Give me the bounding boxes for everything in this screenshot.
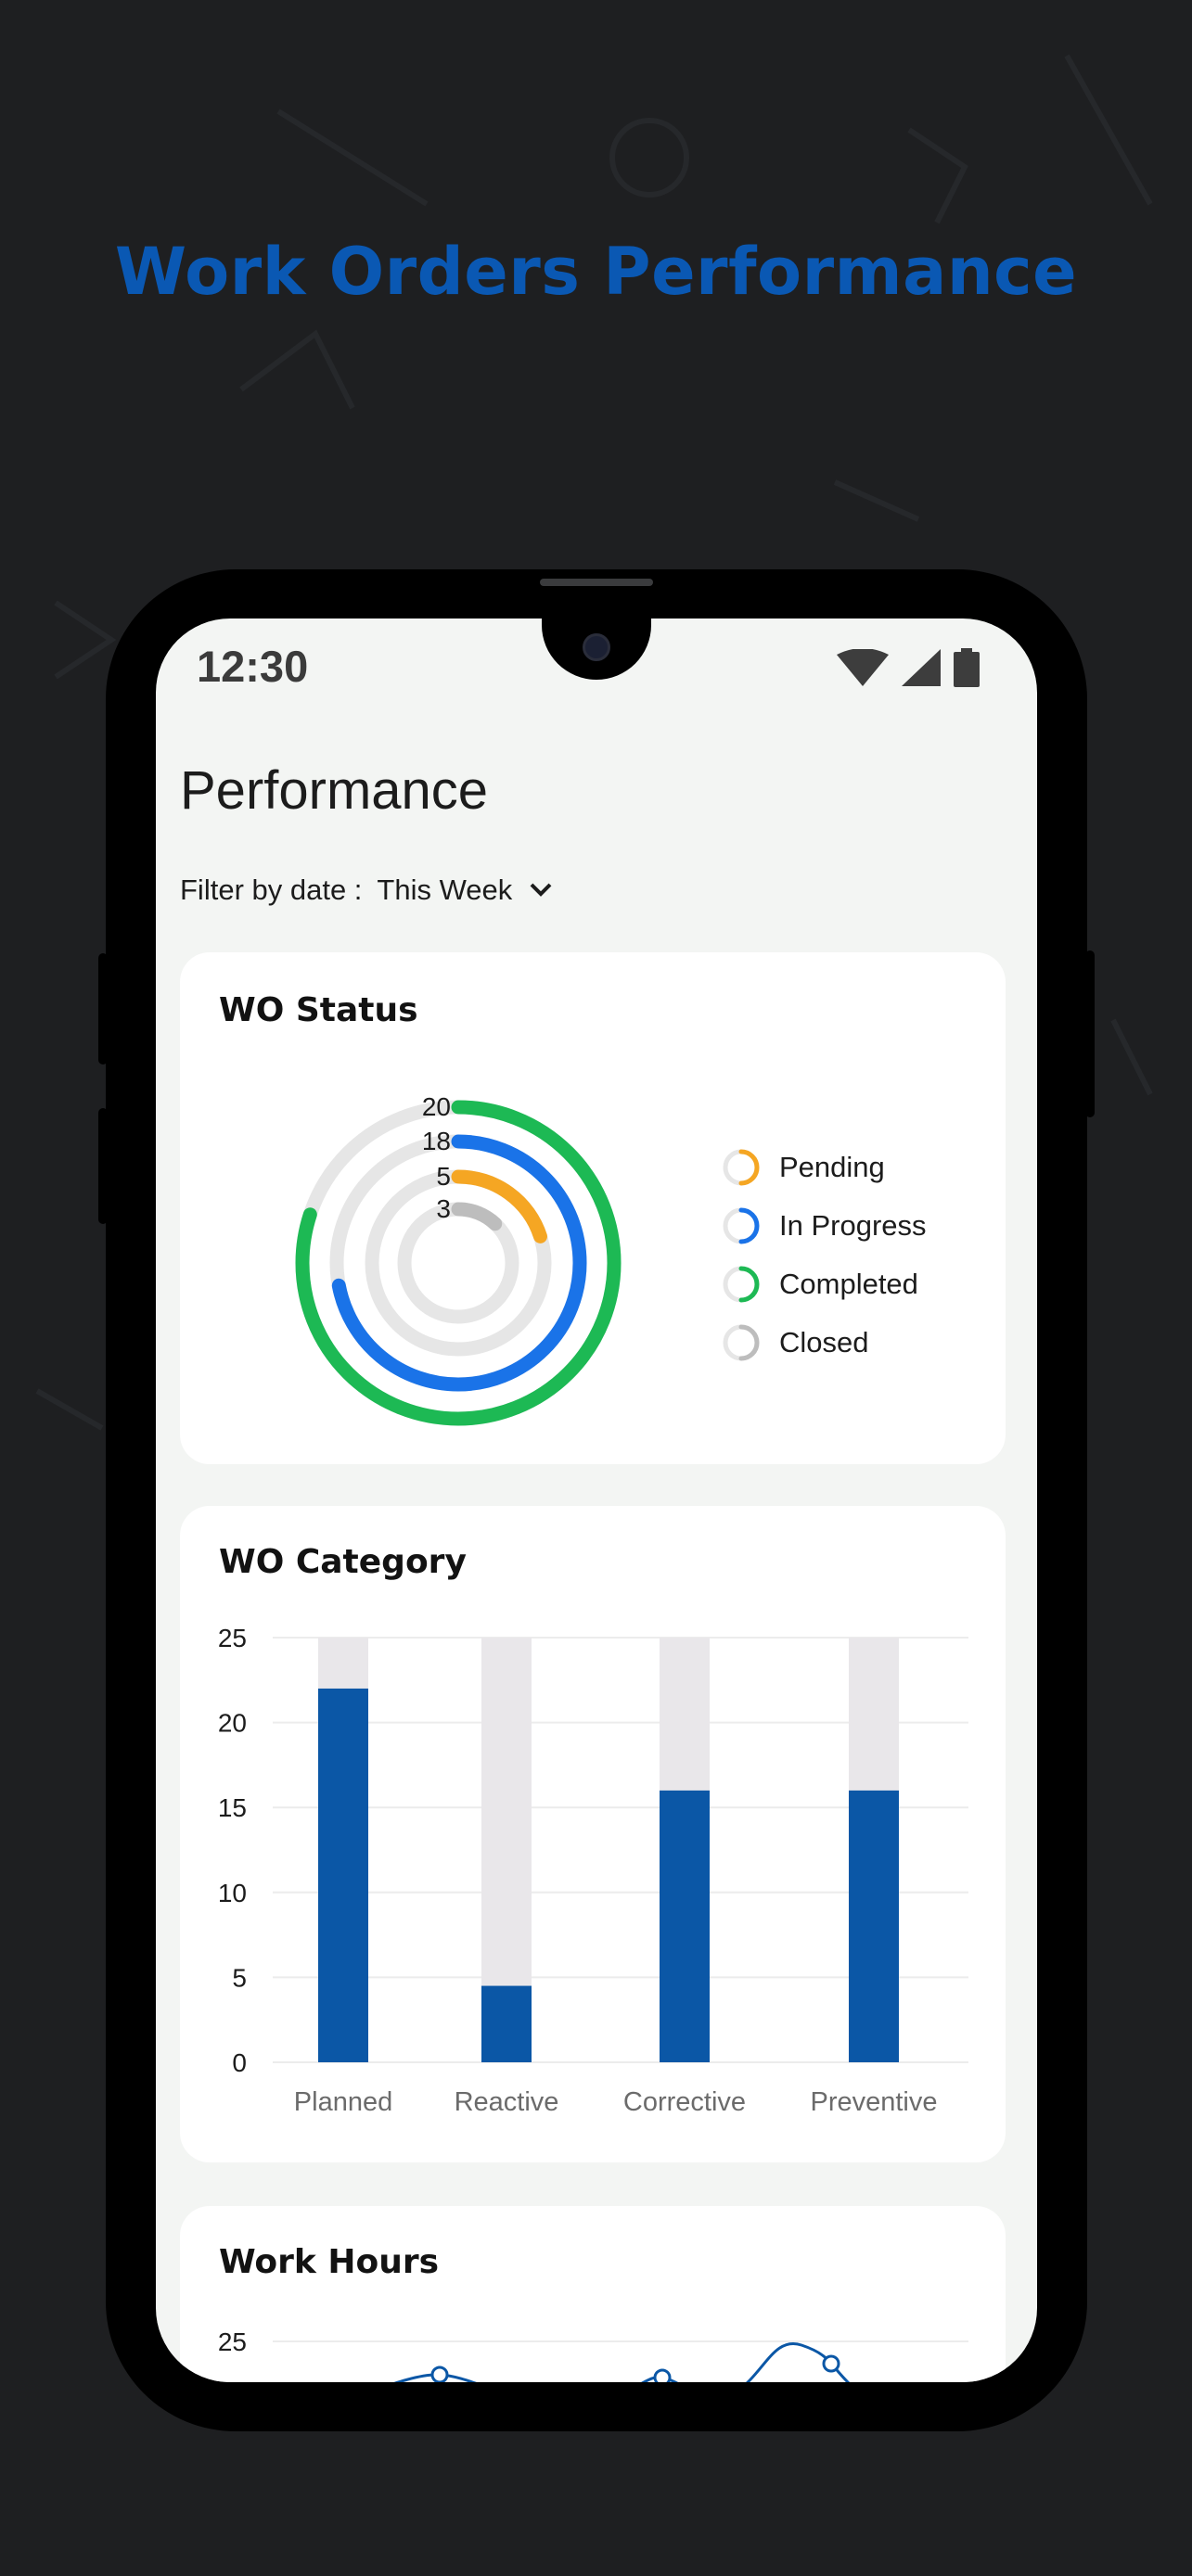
speaker-grille (540, 579, 653, 586)
x-tick-label: Preventive (810, 2087, 937, 2117)
chevron-down-icon[interactable] (529, 882, 553, 899)
y-tick-label: 10 (218, 1879, 247, 1907)
x-tick-label: Planned (294, 2087, 392, 2117)
side-button (98, 953, 108, 1065)
wo-status-radial-chart: 20 18 5 3 (295, 1092, 622, 1426)
promo-title: Work Orders Performance (114, 234, 1078, 310)
y-tick-label: 5 (232, 1963, 247, 1992)
data-point (430, 2366, 449, 2382)
ring-value-label: 3 (436, 1194, 451, 1223)
y-tick-label: 0 (232, 2048, 247, 2077)
legend-ring-icon (723, 1207, 760, 1243)
legend-label: In Progress (779, 1208, 927, 1242)
bar-reactive (481, 1985, 532, 2062)
y-tick-label: 25 (218, 1624, 247, 1652)
y-tick-label: 20 (218, 1709, 247, 1738)
legend-label: Completed (779, 1267, 918, 1300)
ring-arc-pending (365, 1169, 552, 1357)
wifi-icon (837, 649, 889, 686)
data-point (822, 2354, 840, 2373)
ring-arc-in-progress (329, 1134, 587, 1392)
ring-value-label: 20 (422, 1092, 451, 1121)
date-filter[interactable]: Filter by date : This Week (180, 874, 553, 907)
camera-icon (583, 633, 610, 661)
x-tick-label: Corrective (623, 2087, 746, 2117)
ring-arc-closed (397, 1202, 519, 1324)
wo-status-legend: Pending In Progress Completed Closed (722, 1138, 927, 1371)
legend-ring-icon (723, 1266, 760, 1302)
legend-ring-icon (723, 1324, 760, 1360)
card-title: Work Hours (219, 2243, 440, 2281)
ring-value-label: 5 (436, 1162, 451, 1191)
ring-value-label: 18 (422, 1127, 451, 1155)
filter-value[interactable]: This Week (377, 874, 513, 906)
legend-item: Closed (722, 1313, 927, 1371)
notch (542, 618, 651, 680)
signal-icon (902, 649, 941, 686)
battery-icon (954, 648, 980, 687)
card-title: WO Category (219, 1543, 467, 1581)
wo-category-bar-chart: 0 5 10 15 20 25 Planned Reactive Corrective Preve… (218, 1624, 968, 2117)
work-hours-line-chart: 25 (218, 2327, 968, 2382)
status-icons (837, 648, 980, 687)
page-title: Performance (180, 760, 489, 821)
status-time: 12:30 (197, 642, 309, 691)
ring-arc-completed (295, 1100, 622, 1426)
card-title: WO Status (219, 991, 418, 1029)
y-tick-label: 15 (218, 1793, 247, 1822)
legend-item: Pending (722, 1138, 927, 1196)
legend-ring-icon (723, 1149, 760, 1185)
legend-label: Pending (779, 1150, 885, 1183)
legend-item: Completed (722, 1255, 927, 1313)
x-tick-label: Reactive (455, 2087, 559, 2117)
side-button (98, 1108, 108, 1224)
wo-status-card: WO Status 20 18 5 3 Pending In Progress Compl… (180, 952, 1006, 1464)
work-hours-card: Work Hours 25 (180, 2206, 1006, 2382)
wo-category-card: WO Category 0 5 10 15 20 25 Planned Reactive Cor… (180, 1506, 1006, 2162)
y-tick-label: 25 (218, 2327, 247, 2356)
bar-planned (318, 1688, 368, 2062)
legend-label: Closed (779, 1325, 869, 1358)
data-point (653, 2368, 672, 2382)
work-hours-line (393, 2341, 851, 2382)
bar-corrective (660, 1790, 710, 2062)
side-button (1085, 950, 1095, 1117)
filter-label: Filter by date : (180, 874, 363, 906)
bar-preventive (849, 1790, 899, 2062)
legend-item: In Progress (722, 1196, 927, 1255)
phone-screen: 12:30 Performance Filter by date : This … (156, 618, 1037, 2382)
